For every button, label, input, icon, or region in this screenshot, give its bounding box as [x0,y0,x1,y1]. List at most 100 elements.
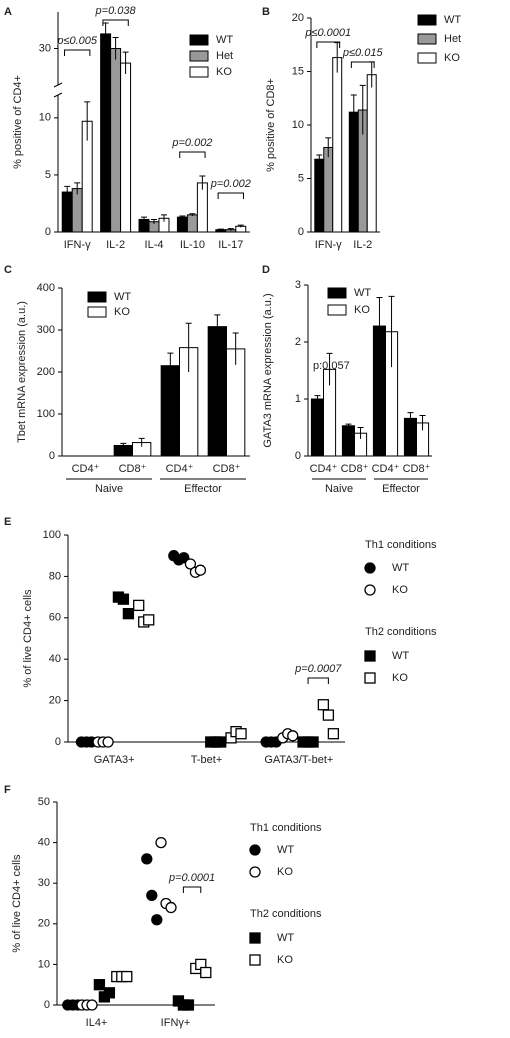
x-tick-label: IL-2 [106,239,125,251]
point [165,901,177,914]
annotation: p=0.0001 [168,872,215,884]
x-tick-label: CD4⁺ [166,463,194,475]
y-axis-label: Tbet mRNA expression (a.u.) [16,301,28,443]
x-tick-label: CD4⁺ [310,463,338,475]
panel-label: B [262,6,270,18]
y-tick-label: 3 [295,279,301,291]
legend-marker [364,672,376,684]
legend-swatch [417,33,437,45]
legend-swatch [327,287,347,299]
x-tick-label: CD8⁺ [119,463,147,475]
legend-marker [249,954,261,966]
legend-swatch [189,34,209,46]
y-tick-label: 400 [37,282,55,294]
y-tick-label: 30 [39,42,51,54]
y-tick-label: 100 [43,529,61,541]
legend-marker [249,866,261,878]
point [93,979,106,991]
bar [310,398,325,457]
error-bar [316,154,323,164]
bar [341,425,356,457]
bar [323,146,334,233]
legend-label: KO [392,584,408,596]
y-tick-label: 10 [38,958,50,970]
legend-swatch [327,304,347,316]
group-label: Naive [325,483,353,495]
legend-label: WT [392,650,409,662]
y-axis-label: % positive of CD4+ [12,75,24,169]
legend-marker [249,932,261,944]
error-bar [102,22,109,45]
legend-label: WT [392,562,409,574]
y-tick-label: 0 [44,999,50,1011]
point [122,608,135,620]
axis-break [53,92,63,98]
y-tick-label: 200 [37,366,55,378]
significance-bracket [179,151,206,158]
x-tick-label: IFN-γ [315,239,342,251]
y-axis-label: % of live CD4+ cells [11,854,23,953]
x-tick-label: CD8⁺ [213,463,241,475]
y-tick-label: 0 [298,226,304,238]
x-tick-label: IL-4 [145,239,164,251]
error-bar [64,185,71,198]
point [287,730,299,742]
y-tick-label: 40 [49,653,61,665]
legend-title: Th1 conditions [365,539,437,551]
x-tick-label: IL4+ [86,1017,108,1029]
error-bar [74,182,81,195]
point [155,836,167,849]
x-tick-label: IFN-γ [64,239,91,251]
error-bar [179,215,186,219]
annotation: p=0.0007 [294,663,342,675]
bar [207,326,227,457]
y-tick-label: 50 [38,796,50,808]
x-tick-label: GATA3+ [94,754,135,766]
x-tick-label: CD8⁺ [341,463,369,475]
y-tick-label: 5 [45,169,51,181]
error-bar [350,94,357,130]
error-bar [151,218,157,225]
bar [348,111,359,233]
y-tick-label: 300 [37,324,55,336]
y-tick-label: 0 [55,736,61,748]
axis-break [53,82,63,88]
error-bar [189,213,196,217]
annotation: p=0.002 [210,178,251,190]
annotation: p≤0.005 [56,35,98,47]
legend-marker [364,562,376,574]
error-bar [325,137,332,158]
bar [332,57,343,233]
panel-label: E [4,516,11,528]
legend-title: Th2 conditions [365,626,437,638]
point [215,736,227,748]
point [194,564,207,576]
error-bar [138,437,145,447]
error-bar [120,442,127,448]
x-tick-label: IL-10 [180,239,205,251]
error-bar [167,352,174,379]
significance-bracket [102,19,129,26]
x-tick-label: IL-17 [218,239,243,251]
legend-swatch [417,52,437,64]
bar [226,348,246,457]
legend-marker [249,844,261,856]
point [200,966,212,979]
bar [120,62,132,233]
x-tick-label: CD4⁺ [72,463,100,475]
legend-label: KO [277,866,293,878]
bar [100,33,112,233]
legend-label: WT [216,34,233,46]
panel-label: F [4,784,11,796]
point [143,614,155,626]
annotation: p=0.038 [95,5,137,17]
legend-swatch [87,306,107,318]
point [317,699,330,711]
panel-label: D [262,264,270,276]
y-tick-label: 0 [49,450,55,462]
point [151,914,163,926]
point [146,889,158,902]
panel-label: C [4,264,12,276]
x-tick-label: CD4⁺ [372,463,400,475]
